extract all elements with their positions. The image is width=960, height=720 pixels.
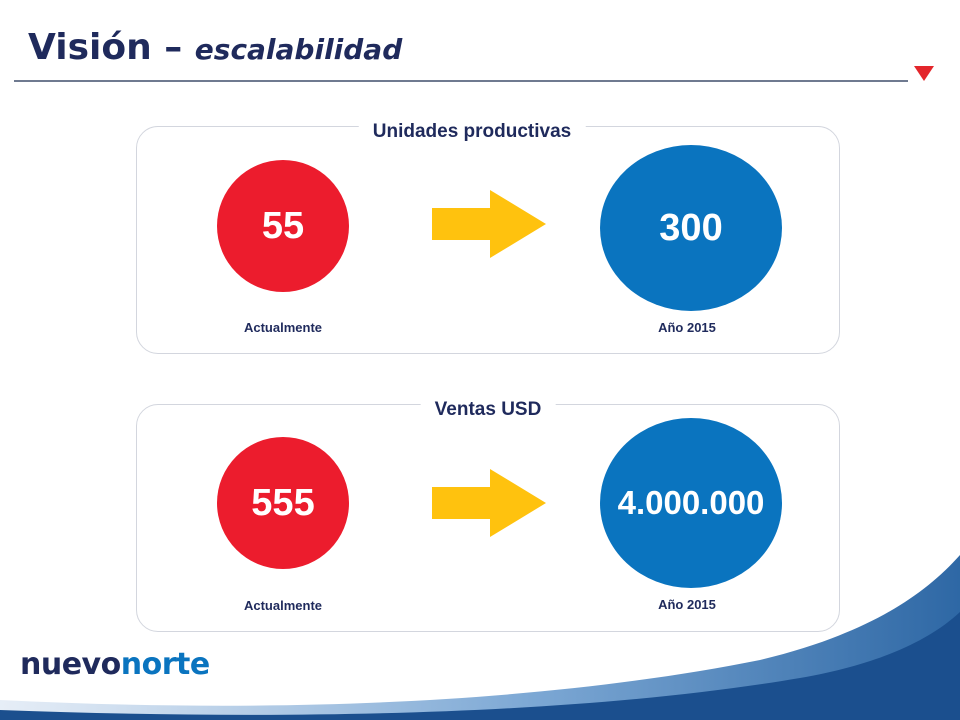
target-sales-circle: 4.000.000 bbox=[600, 418, 782, 588]
brand-logo-primary: nuevo bbox=[20, 647, 121, 682]
yellow-right-arrow-icon bbox=[432, 190, 546, 258]
target-units-circle: 300 bbox=[600, 145, 782, 311]
current-sales-value: 555 bbox=[251, 481, 315, 524]
target-sales-caption: Año 2015 bbox=[658, 597, 716, 612]
current-units-caption: Actualmente bbox=[243, 320, 323, 335]
current-units-circle: 55 bbox=[217, 160, 349, 292]
target-units-value: 300 bbox=[659, 206, 723, 249]
target-units-caption: Año 2015 bbox=[658, 320, 716, 335]
page-title: Visión – escalabilidad bbox=[28, 28, 402, 68]
yellow-right-arrow-icon bbox=[432, 469, 546, 537]
red-triangle-icon bbox=[914, 66, 934, 81]
brand-logo: nuevonorte bbox=[20, 650, 210, 680]
brand-logo-accent: norte bbox=[120, 647, 210, 682]
panel-label-ventas: Ventas USD bbox=[420, 398, 556, 422]
title-subtitle: escalabilidad bbox=[194, 33, 403, 66]
current-sales-circle: 555 bbox=[217, 437, 349, 569]
title-main: Visión – bbox=[28, 27, 183, 68]
current-sales-caption: Actualmente bbox=[243, 598, 323, 613]
panel-label-unidades: Unidades productivas bbox=[358, 120, 586, 144]
target-sales-value: 4.000.000 bbox=[617, 484, 765, 521]
title-divider bbox=[14, 80, 908, 82]
current-units-value: 55 bbox=[261, 204, 305, 247]
